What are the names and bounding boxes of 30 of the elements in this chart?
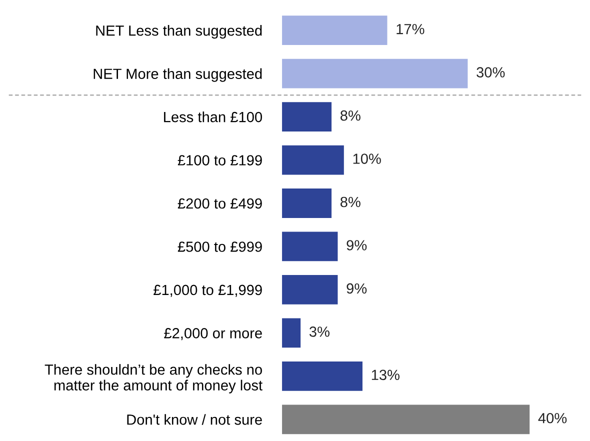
bar bbox=[282, 232, 338, 262]
data-label: 13% bbox=[372, 370, 400, 380]
data-label: 40% bbox=[538, 412, 567, 424]
bar bbox=[282, 102, 332, 132]
y-tick-label: There shouldn’t be any checks no matter the amount of money lost bbox=[44, 364, 262, 394]
bar bbox=[282, 58, 468, 88]
data-label: 8% bbox=[340, 110, 360, 121]
bar bbox=[282, 275, 338, 304]
data-label: 9% bbox=[346, 283, 367, 294]
data-label: 9% bbox=[346, 240, 367, 250]
bar bbox=[282, 16, 388, 46]
bar bbox=[282, 404, 530, 434]
data-label: 10% bbox=[353, 154, 381, 164]
data-label: 30% bbox=[476, 67, 505, 78]
y-tick-label: Less than £100 bbox=[164, 112, 262, 122]
y-tick-label: £500 to £999 bbox=[178, 242, 262, 252]
y-tick-label: £200 to £499 bbox=[178, 198, 262, 209]
bar bbox=[282, 361, 362, 391]
y-tick-label: £100 to £199 bbox=[178, 155, 262, 166]
y-tick-label: NET More than suggested bbox=[94, 68, 262, 82]
y-tick-label: Don't know / not sure bbox=[127, 414, 262, 425]
bar bbox=[282, 188, 332, 218]
data-label: 3% bbox=[309, 326, 330, 337]
bar bbox=[282, 145, 344, 175]
y-tick-label: £1,000 to £1,999 bbox=[154, 284, 262, 297]
data-label: 17% bbox=[396, 24, 424, 34]
bar bbox=[282, 318, 301, 348]
y-tick-label: NET Less than suggested bbox=[96, 25, 262, 39]
data-label: 8% bbox=[340, 196, 360, 208]
y-tick-label: £2,000 or more bbox=[164, 328, 262, 340]
